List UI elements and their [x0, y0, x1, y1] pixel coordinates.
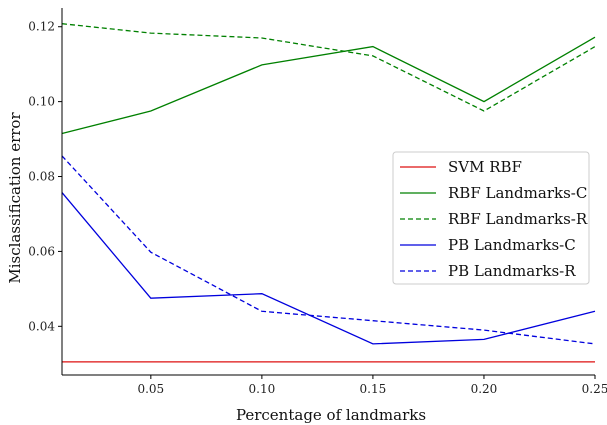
legend-label-pb-landmarks-r: PB Landmarks-R [448, 262, 576, 280]
legend-label-pb-landmarks-c: PB Landmarks-C [448, 236, 576, 254]
series-line-rbf-landmarks-c [61, 36, 596, 135]
y-tick-label: 0.06 [28, 244, 55, 258]
x-tick-label: 0.25 [582, 382, 607, 396]
x-tick-label: 0.10 [249, 382, 276, 396]
axes [61, 8, 595, 376]
legend-box [392, 151, 590, 285]
series-line-rbf-landmarks-r [61, 23, 596, 112]
y-tick-label: 0.04 [28, 319, 55, 333]
legend-items: SVM RBF RBF Landmarks-C RBF Landmarks-R PB … [400, 158, 588, 280]
y-tick-label: 0.08 [28, 170, 55, 184]
x-tick-label: 0.20 [471, 382, 498, 396]
y-axis-label: Misclassification error [6, 112, 24, 284]
legend-label-rbf-landmarks-r: RBF Landmarks-R [448, 210, 588, 228]
series-line-pb-landmarks-c [61, 192, 596, 345]
x-axis-label: Percentage of landmarks [236, 406, 426, 424]
y-tick-label: 0.10 [28, 95, 55, 109]
series-line-pb-landmarks-r [61, 155, 596, 345]
x-tick-label: 0.15 [360, 382, 387, 396]
y-tick-label: 0.12 [28, 20, 55, 34]
legend: SVM RBF RBF Landmarks-C RBF Landmarks-R PB … [392, 151, 590, 285]
series-layer [61, 23, 596, 363]
legend-label-svm-rbf: SVM RBF [448, 158, 522, 176]
ticks-layer: 0.05 0.10 0.15 0.20 0.25 0.04 0.06 0.08 0.10 0.12 [28, 20, 607, 396]
x-tick-label: 0.05 [137, 382, 164, 396]
legend-label-rbf-landmarks-c: RBF Landmarks-C [448, 184, 587, 202]
